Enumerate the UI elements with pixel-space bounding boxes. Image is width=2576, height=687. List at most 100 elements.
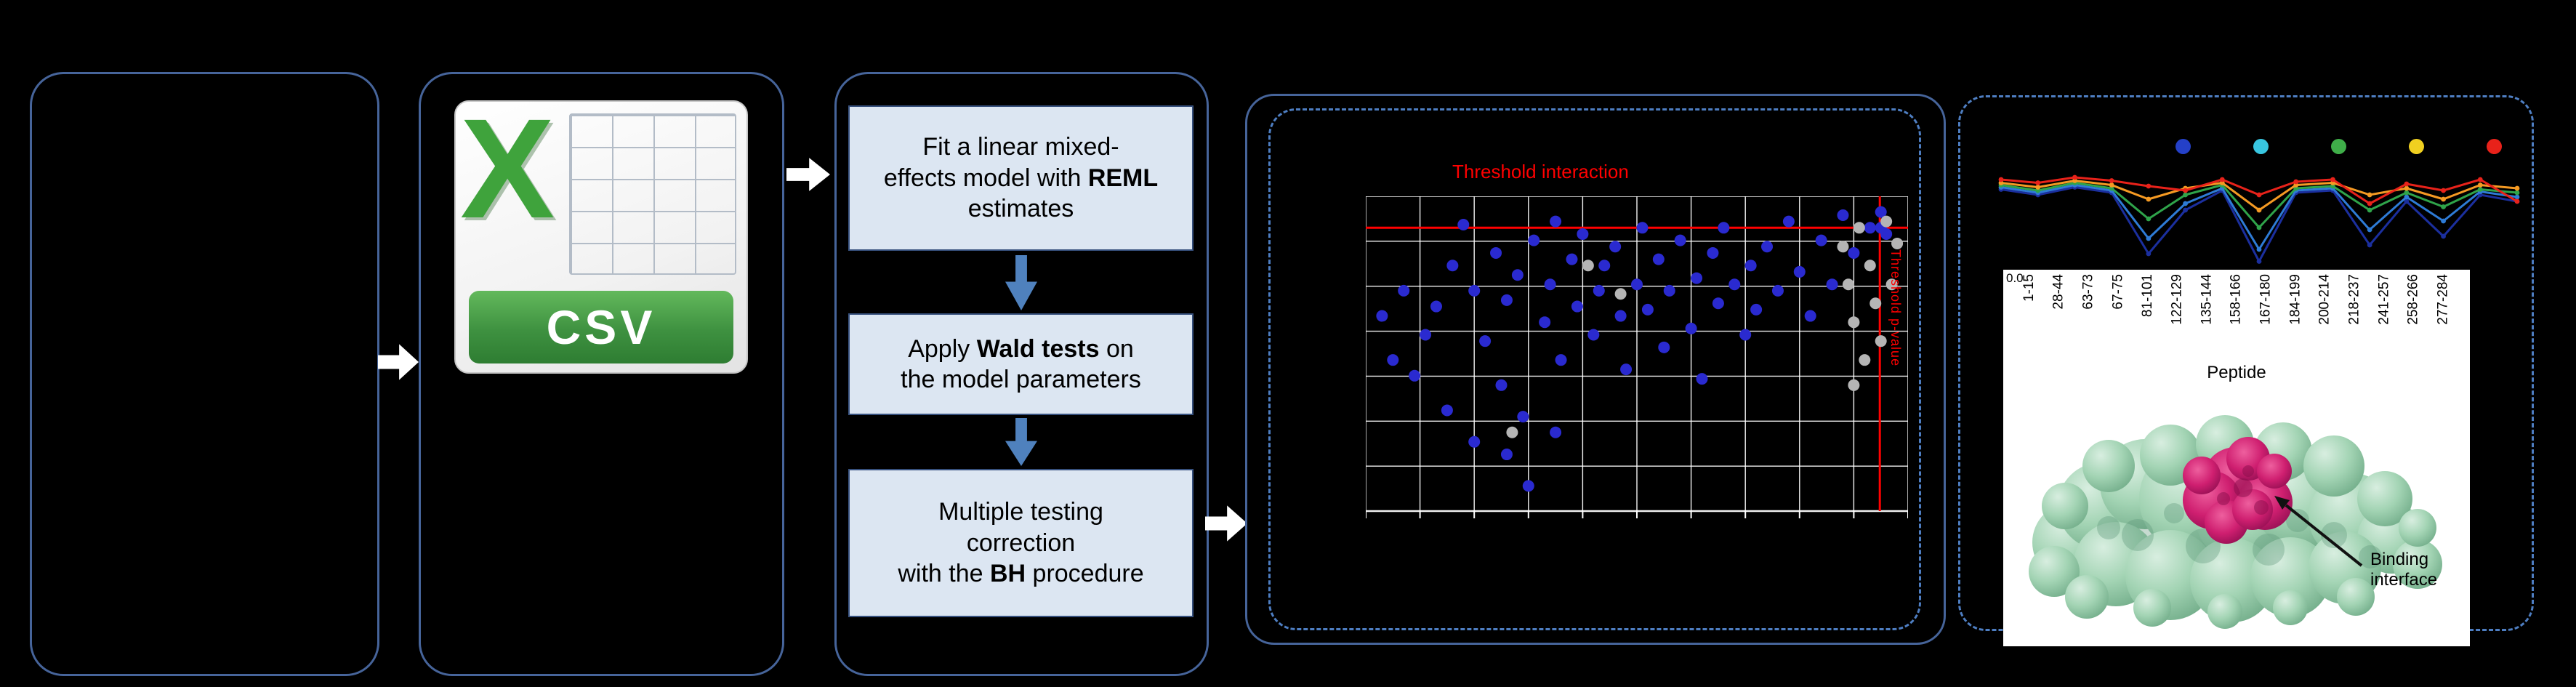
line-marker [2146, 236, 2152, 241]
peptide-axis-label-text: 28-44 [2051, 274, 2067, 310]
scatter-point [1577, 228, 1589, 240]
line-marker [2477, 177, 2483, 182]
peptide-axis-label-text: 167-180 [2258, 274, 2274, 325]
panel-output: 0.0 1-15 28-44 63-73 67-75 81-101 122-129 135-… [1958, 95, 2534, 646]
scatter-point [1707, 246, 1719, 259]
peptide-axis-label: 184-199 [2281, 271, 2311, 354]
line-marker [2477, 182, 2483, 188]
scatter-point [1398, 284, 1410, 297]
scatter-point [1430, 300, 1442, 313]
line-marker [2404, 190, 2410, 196]
scatter-point [1598, 260, 1611, 272]
peptide-axis-label-text: 218-237 [2346, 274, 2362, 325]
down-arrow-icon [1005, 418, 1037, 466]
peptide-axis-label-text: 184-199 [2287, 274, 2303, 325]
line-marker [2404, 194, 2410, 200]
scatter-point [1875, 335, 1887, 347]
volcano-scatter-plot [1366, 196, 1908, 518]
binding-interface-arrow [2274, 496, 2363, 567]
timepoint-legend-dot [2487, 139, 2502, 154]
scatter-point [1631, 278, 1643, 291]
peptide-axis-label-text: 67-75 [2110, 274, 2126, 310]
peptide-axis-labels: 1-15 28-44 63-73 67-75 81-101 122-129 135-144 1… [2015, 271, 2458, 354]
step-text-post: estimates [967, 195, 1074, 223]
step-text-bold: BH [989, 560, 1026, 588]
scatter-point [1739, 329, 1752, 341]
line-marker [2256, 225, 2262, 230]
panel-csv-file [419, 72, 784, 676]
peptide-axis-label-text: 135-144 [2199, 274, 2215, 325]
scatter-point [1864, 260, 1876, 272]
peptide-axis-label: 167-180 [2251, 271, 2281, 354]
line-marker [2441, 188, 2446, 193]
line-marker [2219, 177, 2225, 182]
line-marker [2146, 196, 2152, 202]
timepoint-legend-dot [2253, 139, 2269, 154]
step-bh-correction: Multiple testing correction with the BH … [848, 469, 1194, 617]
x-axis-title: Peptide [2207, 363, 2266, 382]
line-marker [2183, 192, 2188, 198]
scatter-point [1793, 265, 1806, 278]
step-text-pre: Multiple testing correction with the [898, 498, 1103, 588]
scatter-point [1744, 260, 1757, 272]
scatter-point [1614, 288, 1627, 300]
scatter-point [1609, 241, 1622, 253]
line-marker [2330, 177, 2335, 182]
scatter-point [1506, 426, 1518, 438]
scatter-point [1500, 449, 1513, 461]
scatter-point [1891, 237, 1904, 249]
timepoint-legend-dot [2331, 139, 2346, 154]
peptide-axis-label: 218-237 [2340, 271, 2370, 354]
scatter-point [1837, 209, 1849, 221]
flow-arrow-icon [1205, 505, 1247, 542]
peptide-axis-label-text: 241-257 [2376, 274, 2392, 325]
csv-banner-label: CSV [469, 291, 733, 363]
line-marker [2256, 192, 2262, 198]
peptide-axis-label: 200-214 [2311, 271, 2340, 354]
scatter-point [1620, 363, 1633, 376]
scatter-point [1875, 206, 1887, 218]
scatter-point [1441, 404, 1453, 417]
panel-results: Threshold interaction Threshold p-value [1268, 108, 1921, 630]
step-text-post: procedure [1026, 560, 1144, 588]
line-marker [2109, 182, 2114, 188]
scatter-point [1750, 303, 1763, 316]
scatter-point [1848, 316, 1860, 329]
panel-input [30, 72, 379, 676]
scatter-point [1859, 354, 1871, 366]
peptide-axis-label-text: 1-15 [2021, 274, 2037, 302]
line-marker [2367, 242, 2372, 248]
binding-interface-region [2183, 437, 2293, 544]
peptide-axis-label-text: 122-129 [2169, 274, 2185, 325]
line-marker [2367, 207, 2372, 213]
line-marker [2367, 227, 2372, 233]
scatter-point [1479, 335, 1492, 347]
line-marker [2256, 259, 2262, 264]
scatter-point [1593, 284, 1605, 297]
scatter-point [1674, 234, 1686, 246]
protein-surface [2029, 415, 2442, 629]
peptide-axis-label: 81-101 [2133, 271, 2163, 354]
scatter-point [1587, 329, 1600, 341]
step-text: Multiple testing correction with the BH … [898, 497, 1143, 590]
line-marker [2146, 183, 2152, 189]
line-marker [2514, 185, 2520, 191]
flow-arrow-icon [378, 344, 419, 380]
scatter-point [1826, 278, 1838, 291]
line-marker [2404, 198, 2410, 204]
caption-line: interface [2370, 570, 2438, 590]
line-marker [2441, 204, 2446, 209]
peptide-axis-label: 158-166 [2222, 271, 2252, 354]
line-marker [2441, 233, 2446, 239]
scatter-point [1468, 284, 1481, 297]
peptide-axis-label: 135-144 [2192, 271, 2222, 354]
line-marker [2441, 218, 2446, 224]
line-marker [2514, 190, 2520, 196]
line-marker [2256, 207, 2262, 213]
line-marker [1998, 177, 2004, 182]
peptide-axis-label: 277-284 [2428, 271, 2458, 354]
peptide-plot-panel: 0.0 1-15 28-44 63-73 67-75 81-101 122-129 135-… [2003, 270, 2470, 646]
scatter-point [1782, 215, 1795, 228]
csv-file-icon: X CSV [454, 89, 748, 374]
panel-results-outer [1245, 94, 1946, 645]
